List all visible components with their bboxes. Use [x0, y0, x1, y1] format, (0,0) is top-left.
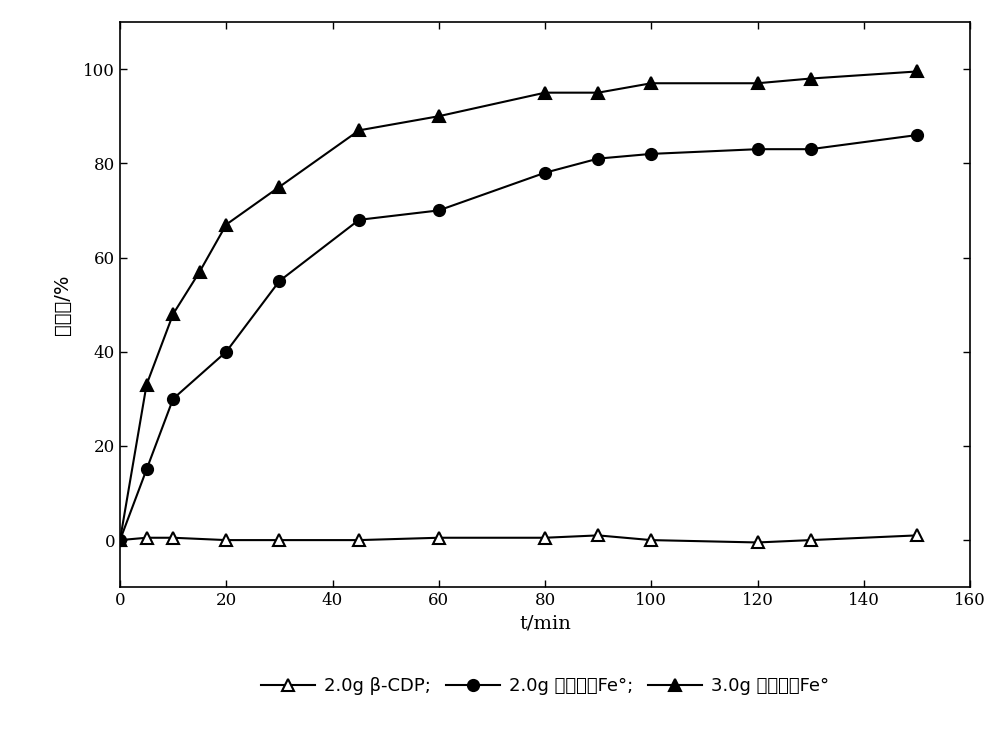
- 2.0g β-CDP;: [433, 534, 445, 542]
- 3.0g 包埋纳米Fe°: [194, 267, 206, 276]
- 2.0g β-CDP;: [752, 538, 764, 547]
- 2.0g β-CDP;: [539, 534, 551, 542]
- 3.0g 包埋纳米Fe°: [141, 380, 153, 389]
- 2.0g 包埋纳米Fe°;: [114, 536, 126, 545]
- 2.0g 包埋纳米Fe°;: [592, 154, 604, 163]
- 2.0g β-CDP;: [220, 536, 232, 545]
- 2.0g β-CDP;: [114, 536, 126, 545]
- 3.0g 包埋纳米Fe°: [645, 79, 657, 87]
- 2.0g 包埋纳米Fe°;: [805, 145, 817, 153]
- 2.0g 包埋纳米Fe°;: [539, 168, 551, 177]
- Line: 2.0g β-CDP;: 2.0g β-CDP;: [114, 530, 922, 548]
- 2.0g 包埋纳米Fe°;: [220, 347, 232, 356]
- 2.0g β-CDP;: [353, 536, 365, 545]
- Y-axis label: 去除率/%: 去除率/%: [53, 275, 72, 335]
- 3.0g 包埋纳米Fe°: [273, 183, 285, 192]
- X-axis label: t/min: t/min: [519, 614, 571, 633]
- 3.0g 包埋纳米Fe°: [353, 126, 365, 135]
- 2.0g β-CDP;: [805, 536, 817, 545]
- 2.0g β-CDP;: [911, 531, 923, 539]
- 2.0g 包埋纳米Fe°;: [273, 277, 285, 286]
- 3.0g 包埋纳米Fe°: [752, 79, 764, 87]
- 2.0g β-CDP;: [141, 534, 153, 542]
- 3.0g 包埋纳米Fe°: [592, 88, 604, 97]
- 3.0g 包埋纳米Fe°: [433, 112, 445, 120]
- 2.0g β-CDP;: [167, 534, 179, 542]
- 2.0g 包埋纳米Fe°;: [141, 465, 153, 474]
- 2.0g β-CDP;: [592, 531, 604, 539]
- 3.0g 包埋纳米Fe°: [911, 67, 923, 76]
- 2.0g 包埋纳米Fe°;: [433, 206, 445, 215]
- 3.0g 包埋纳米Fe°: [114, 536, 126, 545]
- Line: 3.0g 包埋纳米Fe°: 3.0g 包埋纳米Fe°: [114, 66, 922, 545]
- 2.0g 包埋纳米Fe°;: [911, 131, 923, 139]
- 2.0g β-CDP;: [273, 536, 285, 545]
- Legend: 2.0g β-CDP;, 2.0g 包埋纳米Fe°;, 3.0g 包埋纳米Fe°: 2.0g β-CDP;, 2.0g 包埋纳米Fe°;, 3.0g 包埋纳米Fe°: [254, 669, 836, 702]
- 3.0g 包埋纳米Fe°: [220, 220, 232, 229]
- 2.0g 包埋纳米Fe°;: [752, 145, 764, 153]
- 3.0g 包埋纳米Fe°: [539, 88, 551, 97]
- 2.0g 包埋纳米Fe°;: [353, 216, 365, 225]
- 2.0g β-CDP;: [645, 536, 657, 545]
- 3.0g 包埋纳米Fe°: [805, 74, 817, 83]
- 3.0g 包埋纳米Fe°: [167, 310, 179, 319]
- 2.0g 包埋纳米Fe°;: [645, 150, 657, 159]
- Line: 2.0g 包埋纳米Fe°;: 2.0g 包埋纳米Fe°;: [114, 129, 922, 545]
- 2.0g 包埋纳米Fe°;: [167, 394, 179, 403]
